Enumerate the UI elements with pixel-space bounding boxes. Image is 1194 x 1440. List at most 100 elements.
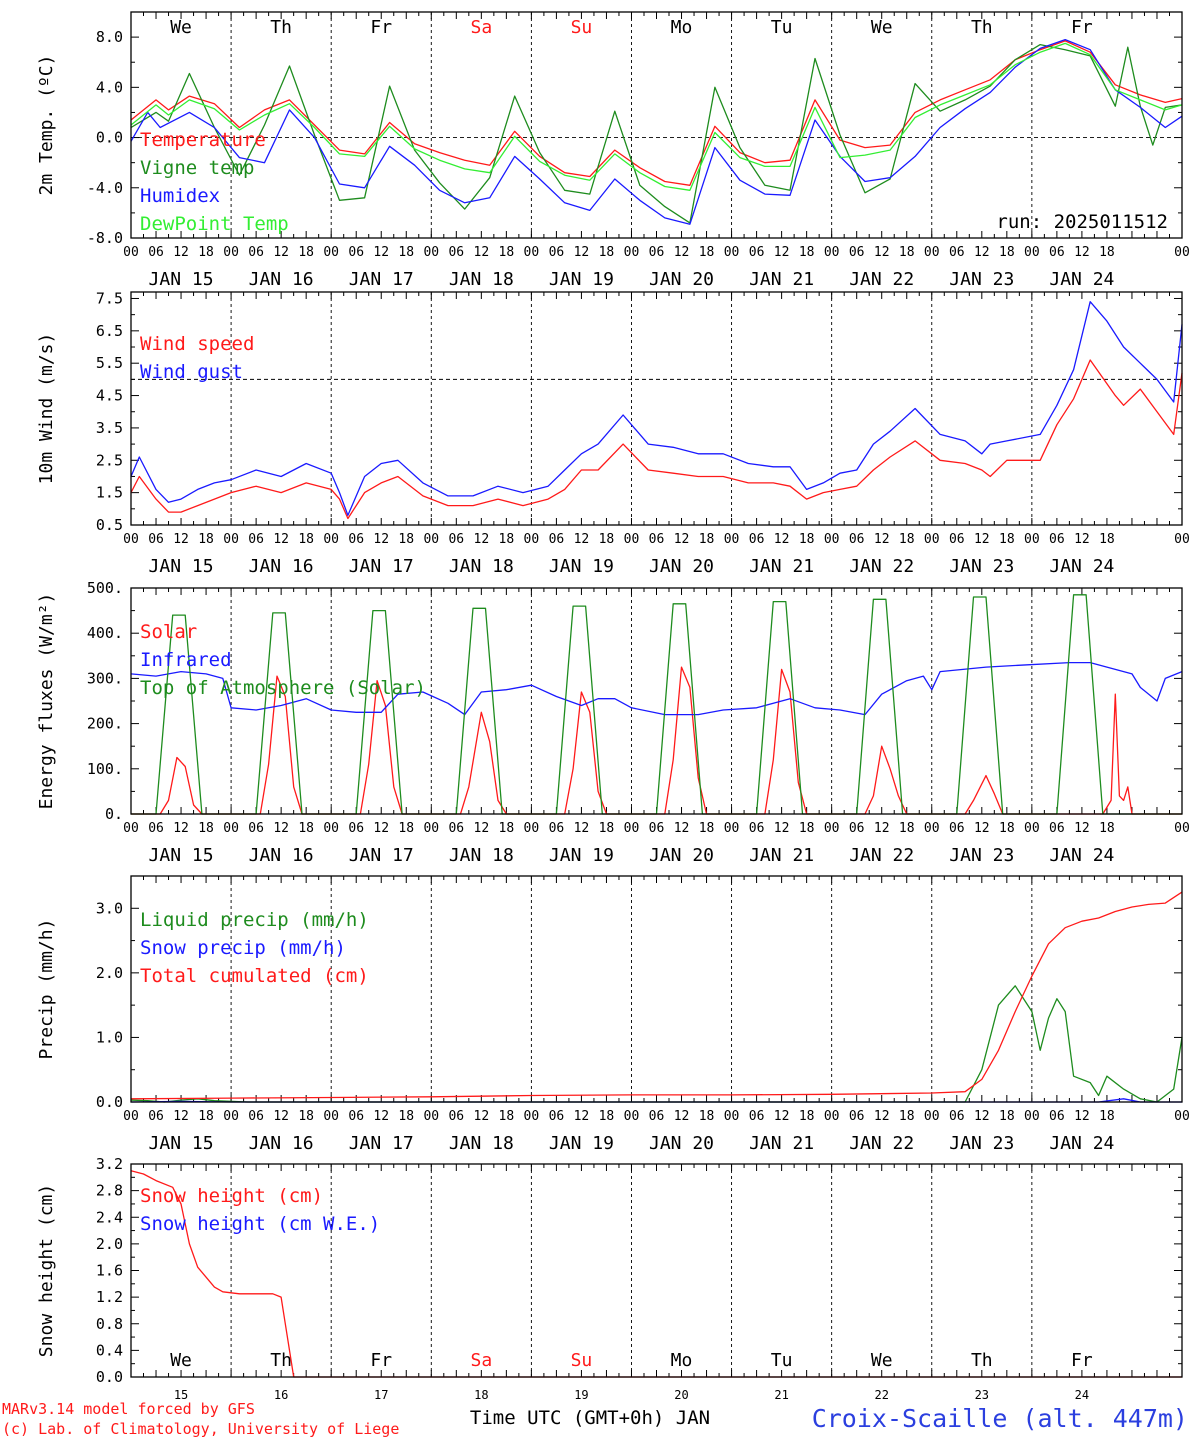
x-hour-label: 12 bbox=[974, 532, 990, 547]
plot-frame bbox=[130, 11, 1183, 239]
x-hour-label: 00 bbox=[1024, 821, 1040, 836]
top-day-label: Mo bbox=[671, 17, 693, 38]
x-hour-label: 18 bbox=[499, 1109, 515, 1124]
x-hour-label: 12 bbox=[674, 245, 690, 260]
y-tick-label: 2.8 bbox=[96, 1182, 123, 1200]
temperature-panel: -8.0 -4.0 0.0 4.0 8.0 2m Temp. (ºC) Temperatur… bbox=[36, 11, 1190, 290]
x-hour-label: 00 bbox=[824, 1109, 840, 1124]
x-hour-label: 06 bbox=[1049, 532, 1065, 547]
x-hour-label: 18 bbox=[999, 821, 1015, 836]
x-date-label: JAN 20 bbox=[649, 269, 714, 290]
y-tick-label: 500. bbox=[87, 579, 123, 597]
x-hour-label: 06 bbox=[148, 1109, 164, 1124]
x-hour-label: 00 bbox=[624, 1109, 640, 1124]
top-day-label: We bbox=[170, 17, 192, 38]
x-date-label: JAN 18 bbox=[449, 845, 514, 866]
series-line-dewpoint-temp bbox=[130, 42, 1183, 191]
y-tick-label: 300. bbox=[87, 669, 123, 687]
x-hour-label: 00 bbox=[724, 821, 740, 836]
top-day-label: We bbox=[871, 17, 893, 38]
bottom-day-label: Su bbox=[571, 1350, 593, 1371]
plot-frame bbox=[130, 875, 1183, 1103]
x-hour-label: 00 bbox=[423, 821, 439, 836]
x-hour-label: 00 bbox=[323, 532, 339, 547]
x-hour-label: 18 bbox=[198, 532, 214, 547]
x-date-label: JAN 15 bbox=[149, 556, 214, 577]
x-date-label: JAN 17 bbox=[349, 845, 414, 866]
x-hour-label: 00 bbox=[123, 532, 139, 547]
x-hour-label: 18 bbox=[1099, 1109, 1115, 1124]
x-hour-label: 06 bbox=[549, 821, 565, 836]
x-hour-label: 12 bbox=[474, 245, 490, 260]
bottom-day-number: 22 bbox=[874, 1388, 888, 1402]
x-hour-label: 12 bbox=[574, 821, 590, 836]
top-day-label: Su bbox=[571, 17, 593, 38]
x-hour-label: 00 bbox=[924, 245, 940, 260]
x-hour-label: 18 bbox=[298, 821, 314, 836]
x-hour-label: 18 bbox=[799, 821, 815, 836]
x-hour-label: 06 bbox=[348, 245, 364, 260]
x-hour-label: 00 bbox=[924, 532, 940, 547]
legend-entry: Snow precip (mm/h) bbox=[140, 937, 346, 959]
legend-entry: Temperature bbox=[140, 129, 266, 151]
x-hour-label: 12 bbox=[173, 532, 189, 547]
legend-entry: Snow height (cm W.E.) bbox=[140, 1213, 380, 1235]
x-date-label: JAN 20 bbox=[649, 845, 714, 866]
x-hour-label: 06 bbox=[148, 821, 164, 836]
x-hour-label: 18 bbox=[699, 1109, 715, 1124]
x-date-label: JAN 16 bbox=[249, 1133, 314, 1154]
x-hour-label: 06 bbox=[649, 1109, 665, 1124]
x-hour-label: 06 bbox=[1049, 821, 1065, 836]
x-hour-label: 06 bbox=[949, 821, 965, 836]
bottom-day-number: 17 bbox=[374, 1388, 388, 1402]
bottom-day-number: 24 bbox=[1075, 1388, 1089, 1402]
x-date-label: JAN 19 bbox=[549, 1133, 614, 1154]
x-date-label: JAN 19 bbox=[549, 269, 614, 290]
x-hour-label: 12 bbox=[674, 1109, 690, 1124]
x-date-label: JAN 22 bbox=[849, 845, 914, 866]
x-date-label: JAN 15 bbox=[149, 1133, 214, 1154]
bottom-day-number: 15 bbox=[174, 1388, 188, 1402]
bottom-day-label: Th bbox=[270, 1350, 292, 1371]
top-day-label: Th bbox=[971, 17, 993, 38]
x-hour-label: 06 bbox=[949, 245, 965, 260]
station-title: Croix-Scaille (alt. 447m) bbox=[812, 1404, 1188, 1433]
x-hour-label: 12 bbox=[1074, 245, 1090, 260]
x-date-label: JAN 15 bbox=[149, 845, 214, 866]
series-line-top-of-atmosphere-solar- bbox=[131, 594, 1182, 815]
legend-entry: Solar bbox=[140, 621, 197, 643]
x-hour-label: 00 bbox=[624, 821, 640, 836]
x-hour-label: 18 bbox=[1099, 245, 1115, 260]
x-hour-label: 00 bbox=[724, 1109, 740, 1124]
bottom-day-label: Tu bbox=[771, 1350, 793, 1371]
legend-entry: Liquid precip (mm/h) bbox=[140, 909, 369, 931]
snow-height-panel: 0.0 0.4 0.8 1.2 1.6 2.0 2.4 2.8 3.2 Snow height (… bbox=[36, 1155, 1183, 1402]
x-hour-label: 12 bbox=[273, 245, 289, 260]
x-hour-label: 06 bbox=[448, 821, 464, 836]
x-hour-label: 06 bbox=[749, 821, 765, 836]
x-date-label: JAN 23 bbox=[949, 556, 1014, 577]
series-line-snow-height-cm- bbox=[130, 1170, 1182, 1378]
x-hour-label: 06 bbox=[949, 1109, 965, 1124]
x-date-label: JAN 15 bbox=[149, 269, 214, 290]
x-hour-label: 00 bbox=[824, 532, 840, 547]
x-hour-label: 12 bbox=[273, 532, 289, 547]
top-day-label: Sa bbox=[470, 17, 492, 38]
x-hour-label: 00 bbox=[524, 1109, 540, 1124]
x-hour-label: 12 bbox=[273, 1109, 289, 1124]
x-date-label: JAN 22 bbox=[849, 1133, 914, 1154]
x-hour-label: 12 bbox=[874, 821, 890, 836]
y-tick-label: 400. bbox=[87, 624, 123, 642]
x-hour-label: 06 bbox=[148, 532, 164, 547]
x-hour-label: 18 bbox=[198, 245, 214, 260]
x-hour-label: 12 bbox=[373, 532, 389, 547]
series-line-wind-gust bbox=[130, 301, 1183, 516]
x-hour-label: 06 bbox=[649, 245, 665, 260]
top-day-label: Th bbox=[270, 17, 292, 38]
x-hour-label: 00 bbox=[1024, 532, 1040, 547]
x-hour-label: 18 bbox=[198, 1109, 214, 1124]
x-hour-label: 00 bbox=[223, 821, 239, 836]
bottom-day-label: Mo bbox=[671, 1350, 693, 1371]
x-hour-label: 06 bbox=[849, 245, 865, 260]
legend-entry: Humidex bbox=[140, 185, 220, 207]
